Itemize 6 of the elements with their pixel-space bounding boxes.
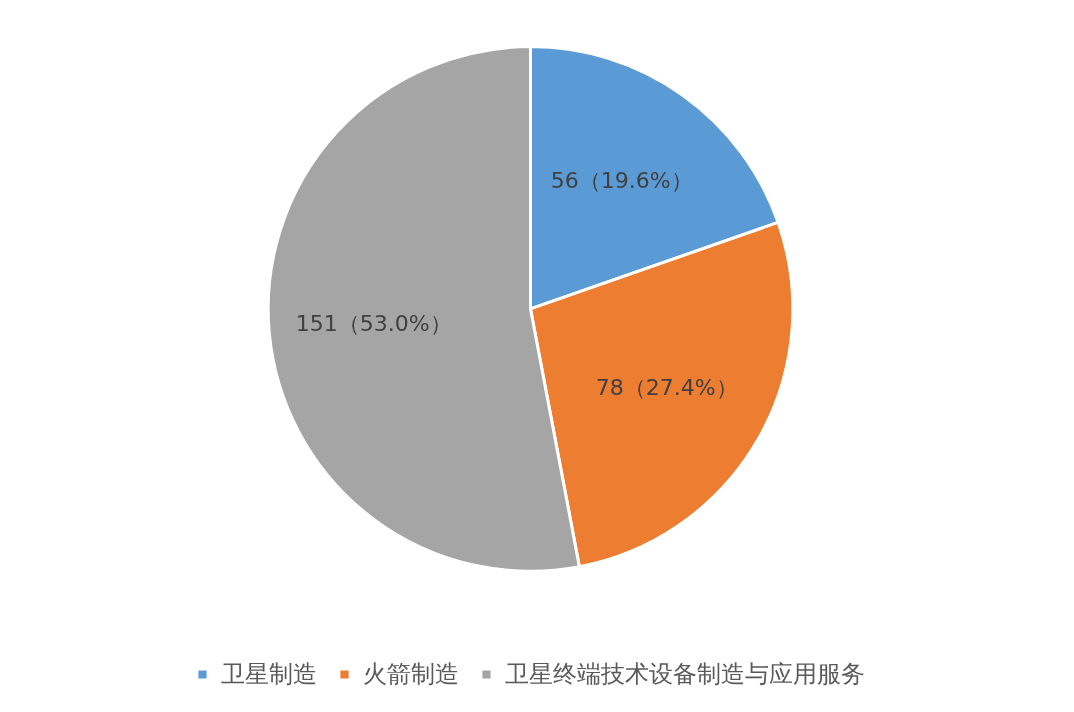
data-label: 151（53.0%） — [295, 311, 452, 337]
data-label: 78（27.4%） — [595, 375, 738, 401]
legend-label: 卫星终端技术设备制造与应用服务 — [505, 659, 865, 690]
legend-label: 卫星制造 — [221, 659, 317, 690]
data-label: 56（19.6%） — [550, 167, 693, 193]
legend-label: 火箭制造 — [363, 659, 459, 690]
